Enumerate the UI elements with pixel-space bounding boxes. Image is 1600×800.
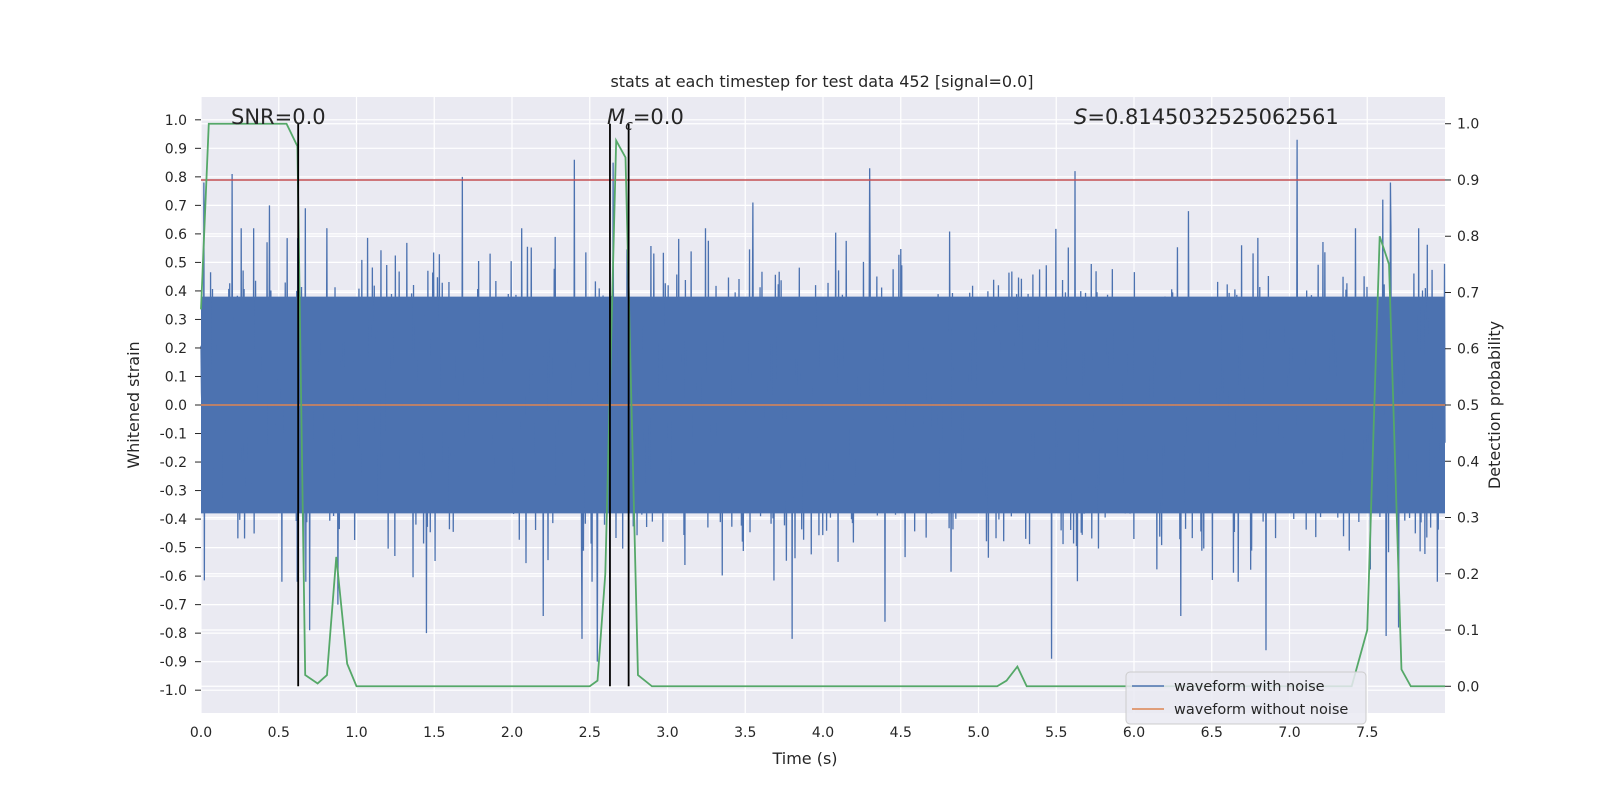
- y-tick-label: -0.6: [160, 569, 187, 585]
- x-tick-label: 7.5: [1356, 725, 1378, 741]
- y-tick-label: -0.5: [160, 541, 187, 557]
- y2-tick-label: 0.8: [1457, 229, 1479, 245]
- x-axis-ticks: 0.0 0.5 1.0 1.5 2.0 2.5 3.0 3.5 4.0 4.5 5.0 5.5 6.0 6…: [190, 725, 1379, 741]
- y-tick-label: 0.8: [165, 170, 187, 186]
- x-tick-label: 3.0: [656, 725, 678, 741]
- y-axis-ticks: 1.0 0.9 0.8 0.7 0.6 0.5 0.4 0.3 0.2 0.1 0.0 -0.1 -0.…: [160, 113, 201, 699]
- y-tick-label: -0.7: [160, 598, 187, 614]
- y2-tick-label: 1.0: [1457, 117, 1479, 133]
- s-annotation: S=0.8145032525062561: [1074, 105, 1339, 129]
- y-tick-label: 0.2: [165, 341, 187, 357]
- x-tick-label: 0.0: [190, 725, 212, 741]
- x-tick-label: 2.5: [579, 725, 601, 741]
- y-tick-label: 0.1: [165, 369, 187, 385]
- chirp-mass-annotation: Mc=0.0: [607, 105, 684, 134]
- x-tick-label: 1.5: [423, 725, 445, 741]
- chart-title: stats at each timestep for test data 452…: [610, 72, 1033, 91]
- y-tick-label: 0.5: [165, 255, 187, 271]
- chirp-mass-subscript: c: [625, 118, 633, 134]
- y-tick-label: -0.8: [160, 626, 187, 642]
- x-tick-label: 1.0: [345, 725, 367, 741]
- x-tick-label: 5.5: [1045, 725, 1067, 741]
- y2-tick-label: 0.1: [1457, 623, 1479, 639]
- y-tick-label: -0.4: [160, 512, 187, 528]
- x-tick-label: 6.5: [1201, 725, 1223, 741]
- y2-tick-label: 0.5: [1457, 398, 1479, 414]
- y-tick-label: -1.0: [160, 683, 187, 699]
- y-tick-label: 0.6: [165, 227, 187, 243]
- s-symbol: S: [1074, 105, 1087, 129]
- x-tick-label: 3.5: [734, 725, 756, 741]
- legend-box: [1125, 671, 1367, 725]
- y-tick-label: 0.4: [165, 284, 187, 300]
- y2-tick-label: 0.0: [1457, 679, 1479, 695]
- y2-tick-label: 0.6: [1457, 342, 1479, 358]
- x-tick-label: 6.0: [1123, 725, 1145, 741]
- x-tick-label: 0.5: [268, 725, 290, 741]
- y2-tick-label: 0.9: [1457, 173, 1479, 189]
- legend-label-noise: waveform with noise: [1174, 679, 1325, 695]
- snr-annotation: SNR=0.0: [231, 105, 326, 129]
- probability-trace: [200, 122, 1445, 688]
- y-tick-label: -0.2: [160, 455, 187, 471]
- s-value: =0.8145032525062561: [1087, 105, 1338, 129]
- chirp-mass-symbol: M: [607, 105, 625, 129]
- y-tick-label: 0.7: [165, 198, 187, 214]
- y2-axis-ticks: 1.0 0.9 0.8 0.7 0.6 0.5 0.4 0.3 0.2 0.1 0.0: [1445, 117, 1479, 695]
- y2-axis-title: Detection probability: [1485, 321, 1504, 489]
- noise-trace: [200, 139, 1446, 662]
- y-tick-label: 1.0: [165, 113, 187, 129]
- y-tick-label: -0.3: [160, 484, 187, 500]
- y-axis-title: Whitened strain: [124, 341, 143, 468]
- y-tick-label: 0.9: [165, 141, 187, 157]
- x-axis-title: Time (s): [771, 749, 837, 768]
- y2-tick-label: 0.3: [1457, 511, 1479, 527]
- y-tick-label: -0.9: [160, 655, 187, 671]
- chirp-mass-value: =0.0: [633, 105, 684, 129]
- legend: waveform with noise waveform without noi…: [1125, 671, 1367, 725]
- y-tick-label: 0.3: [165, 312, 187, 328]
- detection-probability-series: [200, 122, 1445, 688]
- x-tick-label: 5.0: [967, 725, 989, 741]
- y2-tick-label: 0.2: [1457, 567, 1479, 583]
- vertical-markers: [297, 123, 630, 687]
- legend-label-clean: waveform without noise: [1174, 702, 1348, 718]
- y-tick-label: -0.1: [160, 427, 187, 443]
- x-tick-label: 7.0: [1278, 725, 1300, 741]
- x-tick-label: 4.0: [812, 725, 834, 741]
- y2-tick-label: 0.4: [1457, 454, 1479, 470]
- x-tick-label: 2.0: [501, 725, 523, 741]
- y2-tick-label: 0.7: [1457, 285, 1479, 301]
- x-tick-label: 4.5: [890, 725, 912, 741]
- y-tick-label: 0.0: [165, 398, 187, 414]
